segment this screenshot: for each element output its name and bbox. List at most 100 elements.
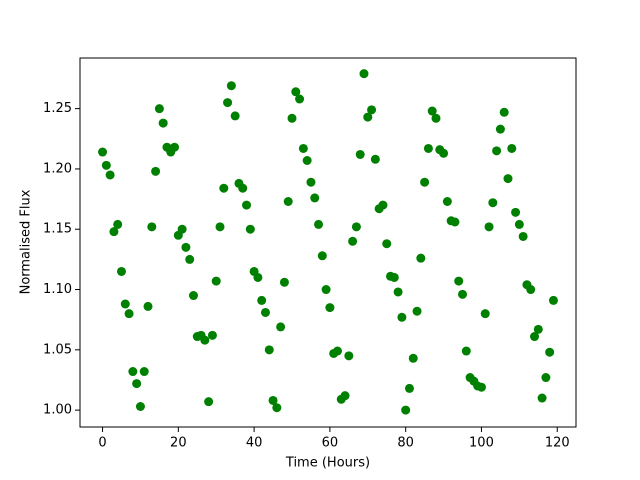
point bbox=[298, 143, 308, 153]
point bbox=[408, 353, 418, 363]
point bbox=[188, 291, 198, 301]
point bbox=[499, 107, 509, 117]
point bbox=[484, 222, 494, 232]
point bbox=[230, 111, 240, 121]
point bbox=[253, 272, 263, 282]
point bbox=[370, 154, 380, 164]
point bbox=[507, 143, 517, 153]
x-tick-label: 120 bbox=[545, 436, 570, 451]
x-tick-label: 0 bbox=[98, 436, 106, 451]
point bbox=[359, 69, 369, 79]
point bbox=[185, 254, 195, 264]
point bbox=[495, 124, 505, 134]
point bbox=[310, 193, 320, 203]
point bbox=[325, 303, 335, 313]
y-tick-label: 1.10 bbox=[43, 282, 72, 297]
point bbox=[537, 393, 547, 403]
point bbox=[367, 105, 377, 115]
y-tick-label: 1.05 bbox=[43, 342, 72, 357]
point bbox=[109, 227, 119, 237]
y-axis-label: Normalised Flux bbox=[19, 189, 34, 294]
point bbox=[135, 402, 145, 411]
point bbox=[147, 222, 157, 232]
point bbox=[143, 301, 153, 311]
point bbox=[541, 373, 551, 383]
point bbox=[177, 224, 187, 234]
x-tick-label: 40 bbox=[246, 436, 263, 451]
point bbox=[264, 345, 274, 355]
x-axis-label: Time (Hours) bbox=[285, 456, 370, 471]
plot-frame bbox=[79, 57, 577, 428]
point bbox=[545, 347, 555, 357]
point bbox=[128, 367, 138, 377]
point bbox=[526, 285, 536, 295]
point bbox=[427, 106, 437, 116]
point bbox=[260, 307, 270, 317]
point bbox=[291, 87, 301, 97]
point bbox=[458, 289, 468, 299]
point bbox=[215, 222, 225, 232]
point bbox=[151, 166, 161, 176]
point bbox=[378, 200, 388, 210]
point bbox=[200, 335, 210, 345]
point bbox=[154, 104, 164, 114]
point bbox=[363, 112, 373, 122]
point bbox=[211, 276, 221, 286]
point bbox=[450, 217, 460, 227]
point bbox=[287, 113, 297, 123]
y-tick-label: 1.25 bbox=[43, 101, 72, 116]
point bbox=[295, 94, 305, 104]
y-tick-label: 1.20 bbox=[43, 161, 72, 176]
point bbox=[257, 295, 267, 305]
point bbox=[530, 332, 540, 342]
point bbox=[355, 149, 365, 159]
point bbox=[120, 299, 130, 309]
point bbox=[105, 170, 115, 180]
y-tick-label: 1.15 bbox=[43, 222, 72, 237]
point bbox=[416, 253, 426, 263]
point bbox=[476, 382, 486, 392]
x-tick-label: 100 bbox=[469, 436, 494, 451]
point bbox=[514, 219, 524, 229]
point bbox=[302, 156, 312, 165]
point bbox=[219, 183, 229, 193]
point bbox=[420, 177, 430, 187]
point bbox=[272, 403, 282, 413]
point bbox=[314, 219, 324, 229]
point bbox=[431, 113, 441, 123]
point bbox=[461, 346, 471, 356]
point bbox=[393, 287, 403, 297]
point bbox=[344, 351, 354, 361]
point bbox=[245, 224, 255, 234]
point bbox=[283, 197, 293, 206]
y-tick-label: 1.00 bbox=[43, 403, 72, 418]
point bbox=[101, 160, 111, 170]
point bbox=[503, 174, 513, 184]
point bbox=[340, 391, 350, 401]
point bbox=[423, 143, 433, 153]
point bbox=[397, 312, 407, 322]
point bbox=[351, 222, 361, 232]
point bbox=[511, 207, 521, 217]
point bbox=[321, 285, 331, 295]
point bbox=[404, 383, 414, 393]
point bbox=[207, 330, 217, 340]
point bbox=[492, 146, 502, 156]
point bbox=[181, 242, 191, 252]
point bbox=[139, 367, 149, 377]
point bbox=[204, 397, 214, 407]
point bbox=[223, 98, 233, 108]
point bbox=[170, 142, 180, 152]
point bbox=[332, 346, 342, 356]
point bbox=[158, 118, 168, 128]
x-tick-label: 60 bbox=[322, 436, 339, 451]
point bbox=[226, 81, 236, 91]
point bbox=[401, 405, 411, 415]
point bbox=[98, 147, 108, 157]
point bbox=[382, 239, 392, 249]
point bbox=[488, 198, 498, 208]
point bbox=[124, 309, 134, 319]
point bbox=[306, 177, 316, 187]
